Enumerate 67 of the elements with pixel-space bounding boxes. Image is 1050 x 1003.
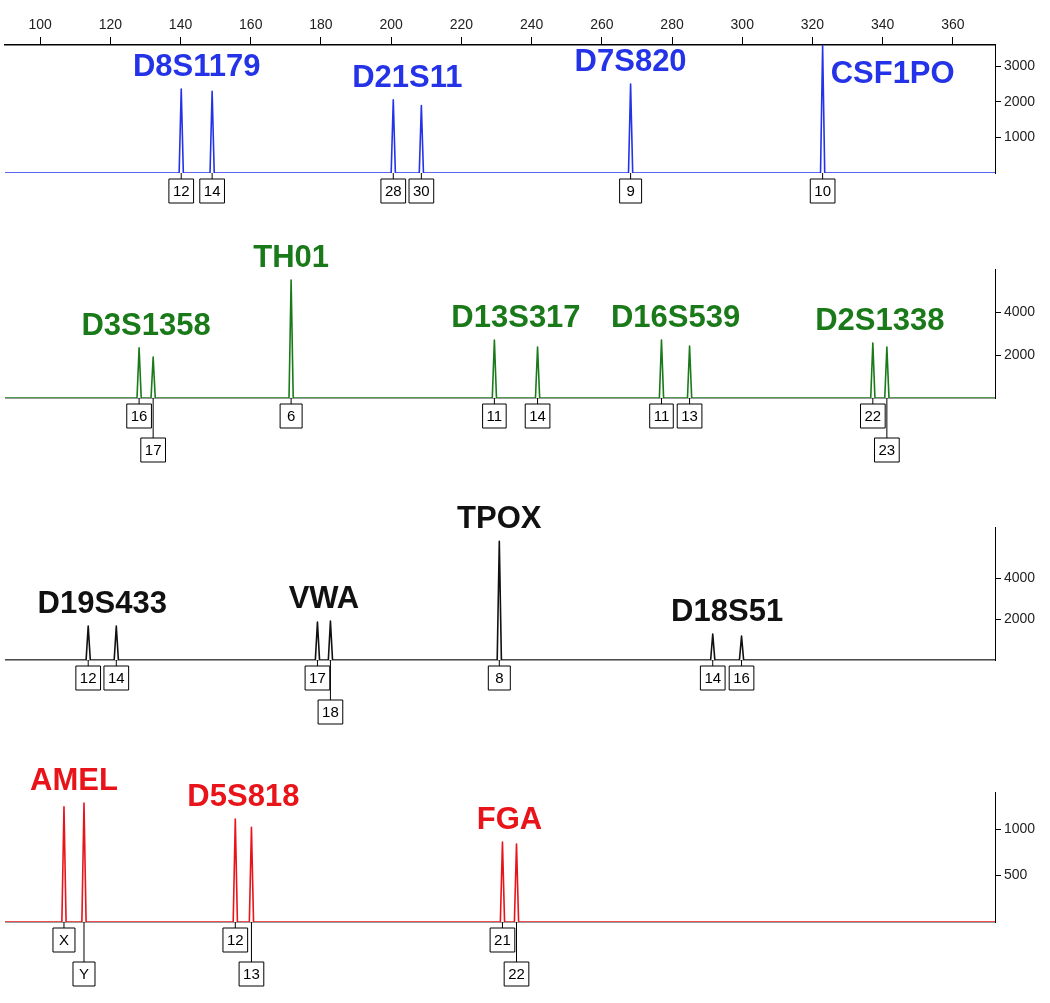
annotation: 10	[814, 182, 831, 200]
annotation: D5S818	[187, 777, 300, 813]
annotation: D16S539	[610, 299, 741, 334]
annotation: FGA	[476, 801, 543, 837]
annotation: D19S433	[37, 585, 167, 621]
annotation: 12	[172, 182, 190, 200]
annotation: 14	[529, 407, 546, 425]
annotation: 28	[384, 182, 402, 200]
y-tick-label: 2000	[1004, 92, 1036, 109]
annotation: 21	[494, 931, 511, 949]
annotation: 11	[486, 407, 503, 425]
annotation: X	[58, 931, 69, 949]
x-tick-label: 100	[28, 16, 52, 33]
annotation: 17	[144, 441, 162, 459]
annotation: 16	[733, 669, 750, 687]
x-tick-label: 340	[870, 16, 895, 33]
y-tick-label: 500	[1004, 866, 1028, 883]
y-tick-label: 1000	[1004, 128, 1036, 145]
x-tick-label: 140	[168, 16, 193, 33]
x-tick-label: 280	[660, 16, 684, 33]
annotation: TPOX	[457, 500, 542, 536]
annotation: 16	[130, 407, 148, 425]
y-tick-label: 3000	[1004, 57, 1036, 74]
annotation: 23	[878, 441, 896, 459]
annotation: 17	[309, 669, 326, 687]
annotation: 12	[79, 669, 97, 687]
y-tick-label: 2000	[1004, 345, 1036, 362]
annotation: 22	[508, 965, 525, 983]
annotation: 12	[226, 931, 244, 949]
x-tick-label: 180	[309, 16, 333, 33]
y-tick-label: 2000	[1004, 609, 1036, 626]
x-tick-label: 360	[941, 16, 965, 33]
annotation: 14	[203, 182, 221, 200]
annotation: 13	[681, 407, 698, 425]
x-tick-label: 320	[800, 16, 825, 33]
annotation: Y	[78, 965, 89, 983]
y-tick-label: 1000	[1004, 820, 1036, 836]
annotation: 18	[322, 703, 339, 721]
x-tick-label: 200	[379, 16, 404, 33]
annotation: D21S11	[352, 58, 463, 94]
annotation: 8	[495, 669, 504, 687]
annotation: 9	[626, 182, 635, 200]
x-tick-label: 220	[449, 16, 474, 33]
annotation: D3S1358	[81, 306, 211, 342]
x-tick-label: 300	[730, 16, 755, 33]
annotation: AMEL	[30, 762, 118, 798]
annotation: 11	[653, 407, 670, 425]
annotation: D8S1179	[132, 48, 261, 84]
annotation: D18S51	[671, 593, 784, 629]
annotation: VWA	[288, 580, 360, 616]
annotation: 13	[243, 965, 260, 983]
annotation: 22	[864, 407, 882, 425]
annotation: CSF1PO	[830, 55, 955, 91]
annotation: 30	[413, 182, 430, 200]
annotation: 6	[286, 407, 296, 425]
annotation: D2S1338	[815, 302, 945, 338]
annotation: 14	[107, 669, 125, 687]
annotation: TH01	[253, 239, 330, 275]
y-tick-label: 4000	[1004, 569, 1036, 586]
x-tick-label: 260	[590, 16, 614, 33]
annotation: D13S317	[451, 299, 581, 334]
annotation: 14	[704, 669, 722, 687]
y-tick-label: 4000	[1004, 302, 1036, 319]
x-tick-label: 120	[98, 16, 123, 33]
x-tick-label: 240	[519, 16, 544, 33]
annotation: D7S820	[574, 43, 687, 79]
x-tick-label: 160	[239, 16, 263, 33]
